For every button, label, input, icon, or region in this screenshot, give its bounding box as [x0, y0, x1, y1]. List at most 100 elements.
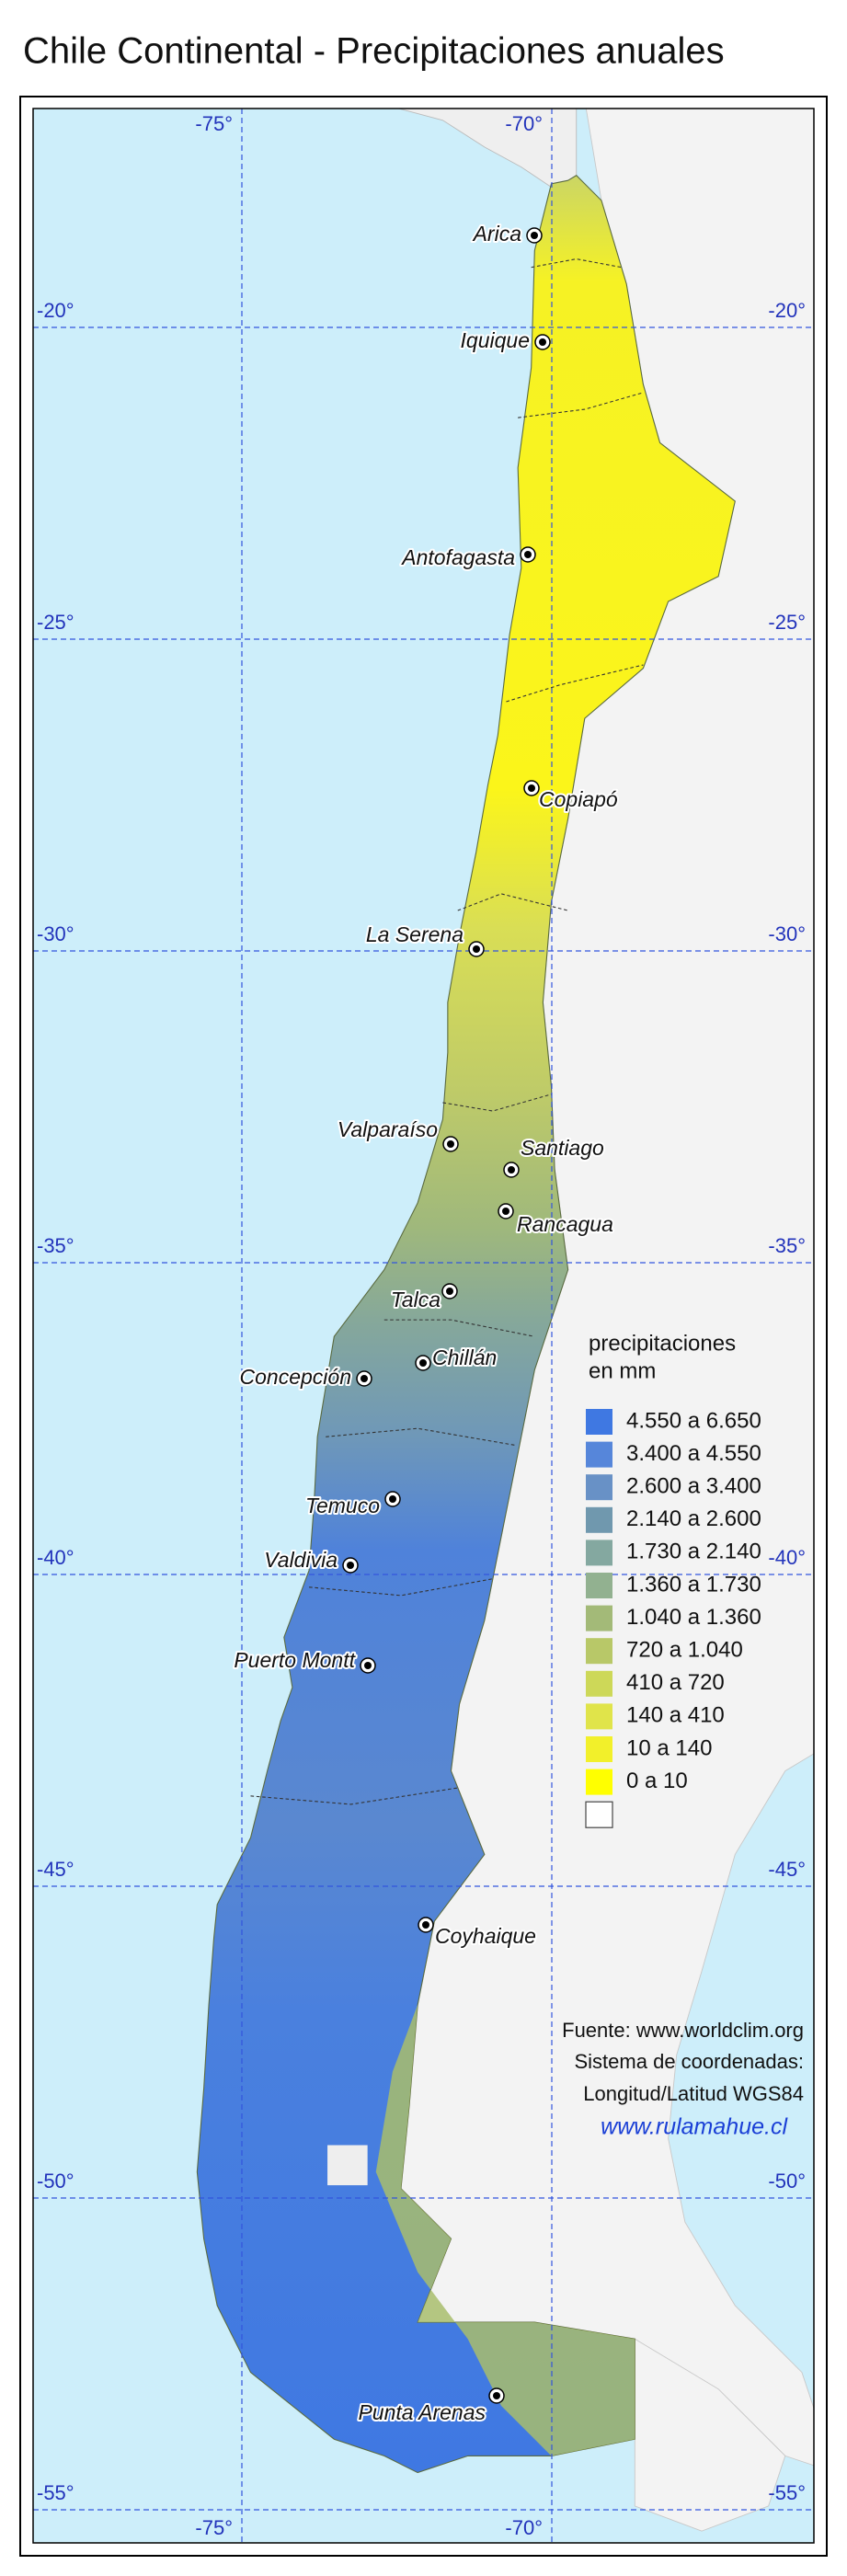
- land-layer: [196, 109, 814, 2532]
- legend-swatch: [586, 1409, 612, 1435]
- credit-system-label: Sistema de coordenadas:: [575, 2050, 805, 2073]
- latitude-label: -35°: [37, 1234, 74, 1257]
- latitude-label: -55°: [37, 2481, 74, 2504]
- credit-system: Longitud/Latitud WGS84: [583, 2082, 804, 2105]
- longitude-label: -70°: [505, 2516, 543, 2539]
- legend-label: 3.400 a 4.550: [626, 1441, 761, 1466]
- map-body: -75° -75° -70° -70° -20° -20° -25° -25° -30° -30°…: [33, 109, 814, 2543]
- latitude-label: -30°: [768, 922, 806, 945]
- latitude-label: -30°: [37, 922, 74, 945]
- legend-swatch: [586, 1605, 612, 1631]
- latitude-label: -50°: [37, 2170, 74, 2192]
- legend-swatch: [586, 1573, 612, 1598]
- city-label: Punta Arenas: [358, 2400, 486, 2424]
- city-label: Santiago: [521, 1136, 604, 1160]
- legend-label: 4.550 a 6.650: [626, 1408, 761, 1433]
- city-label: La Serena: [366, 922, 464, 946]
- land-peru: [396, 109, 578, 188]
- latitude-label: -55°: [768, 2481, 806, 2504]
- latitude-label: -35°: [768, 1234, 806, 1257]
- legend-label: 410 a 720: [626, 1670, 725, 1695]
- latitude-label: -40°: [37, 1546, 74, 1569]
- region-border: [506, 664, 644, 703]
- legend-swatch: [586, 1441, 612, 1468]
- latitude-label: -25°: [768, 611, 806, 634]
- city-dot: [539, 338, 546, 346]
- region-border: [531, 258, 622, 269]
- legend-label: 1.040 a 1.360: [626, 1605, 761, 1630]
- legend-swatch: [585, 1801, 613, 1828]
- city-label: Arica: [472, 222, 521, 246]
- city-dot: [473, 945, 480, 953]
- legend-swatch: [586, 1506, 612, 1533]
- latitude-label: -20°: [37, 299, 74, 322]
- no-data-area: [327, 2145, 368, 2186]
- city-dot: [446, 1288, 453, 1295]
- city-label: Coyhaique: [435, 1924, 536, 1948]
- city-label: Valdivia: [264, 1548, 338, 1572]
- city-label: Concepción: [240, 1365, 351, 1389]
- legend-swatch: [586, 1474, 612, 1501]
- city-label: Antofagasta: [400, 545, 515, 569]
- city-dot: [389, 1495, 396, 1503]
- graticule: -75° -75° -70° -70° -20° -20° -25° -25° -30° -30°…: [33, 109, 814, 2543]
- legend-label: 1.730 a 2.140: [626, 1540, 761, 1564]
- city-label: Chillán: [432, 1345, 497, 1369]
- city-dot: [502, 1208, 509, 1215]
- latitude-label: -40°: [768, 1546, 806, 1569]
- credit-website[interactable]: www.rulamahue.cl: [601, 2114, 788, 2140]
- legend-label: 10 a 140: [626, 1735, 712, 1760]
- legend-label: 140 a 410: [626, 1703, 725, 1728]
- city-dot: [422, 1921, 429, 1929]
- latitude-label: -50°: [768, 2170, 806, 2192]
- city-label: Rancagua: [517, 1212, 613, 1236]
- legend-swatch: [586, 1703, 612, 1730]
- city-dot: [508, 1166, 515, 1174]
- legend-label: 2.600 a 3.400: [626, 1474, 761, 1499]
- city-dot: [524, 551, 532, 558]
- cities: Arica Iquique Antofagasta Copiapó La Serena V…: [232, 220, 620, 2426]
- latitude-label: -25°: [37, 611, 74, 634]
- legend-label: 720 a 1.040: [626, 1638, 743, 1663]
- longitude-label: -75°: [195, 112, 233, 135]
- credit-source: Fuente: www.worldclim.org: [562, 2019, 804, 2042]
- land-patagonia-dry: [375, 2004, 635, 2456]
- latitude-label: -45°: [768, 1858, 806, 1881]
- city-dot: [361, 1375, 368, 1382]
- land-chile: [196, 175, 736, 2474]
- latitude-label: -45°: [37, 1858, 74, 1881]
- legend-label: 0 a 10: [626, 1769, 688, 1793]
- city-label: Valparaíso: [338, 1117, 438, 1141]
- city-dot: [531, 232, 538, 239]
- longitude-label: -75°: [195, 2516, 233, 2539]
- city-dot: [447, 1140, 454, 1148]
- legend-swatch: [586, 1736, 612, 1762]
- legend-title: en mm: [589, 1358, 656, 1383]
- city-label: Temuco: [305, 1494, 380, 1517]
- latitude-label: -20°: [768, 299, 806, 322]
- legend-label: 2.140 a 2.600: [626, 1506, 761, 1531]
- region-border: [309, 1578, 493, 1597]
- city-dot: [364, 1662, 372, 1669]
- longitude-label: -70°: [505, 112, 543, 135]
- region-border: [250, 1787, 460, 1805]
- legend-label: 1.360 a 1.730: [626, 1572, 761, 1597]
- region-border: [518, 392, 644, 418]
- city-label: Puerto Montt: [234, 1648, 356, 1672]
- credits: Fuente: www.worldclim.org Sistema de coo…: [562, 2019, 804, 2140]
- legend-swatch: [586, 1670, 612, 1697]
- region-border: [383, 1319, 535, 1337]
- city-dot: [528, 784, 535, 792]
- city-dot: [493, 2392, 500, 2399]
- legend-swatch: [586, 1638, 612, 1665]
- land-tierra-del-fuego: [634, 2338, 786, 2532]
- region-border: [326, 1427, 515, 1446]
- legend-swatch: [586, 1769, 612, 1795]
- inner-frame: [32, 108, 815, 2544]
- city-dot: [419, 1359, 427, 1367]
- legend-swatch: [586, 1540, 612, 1566]
- city-label: Iquique: [461, 328, 530, 352]
- city-label: Copiapó: [539, 787, 618, 811]
